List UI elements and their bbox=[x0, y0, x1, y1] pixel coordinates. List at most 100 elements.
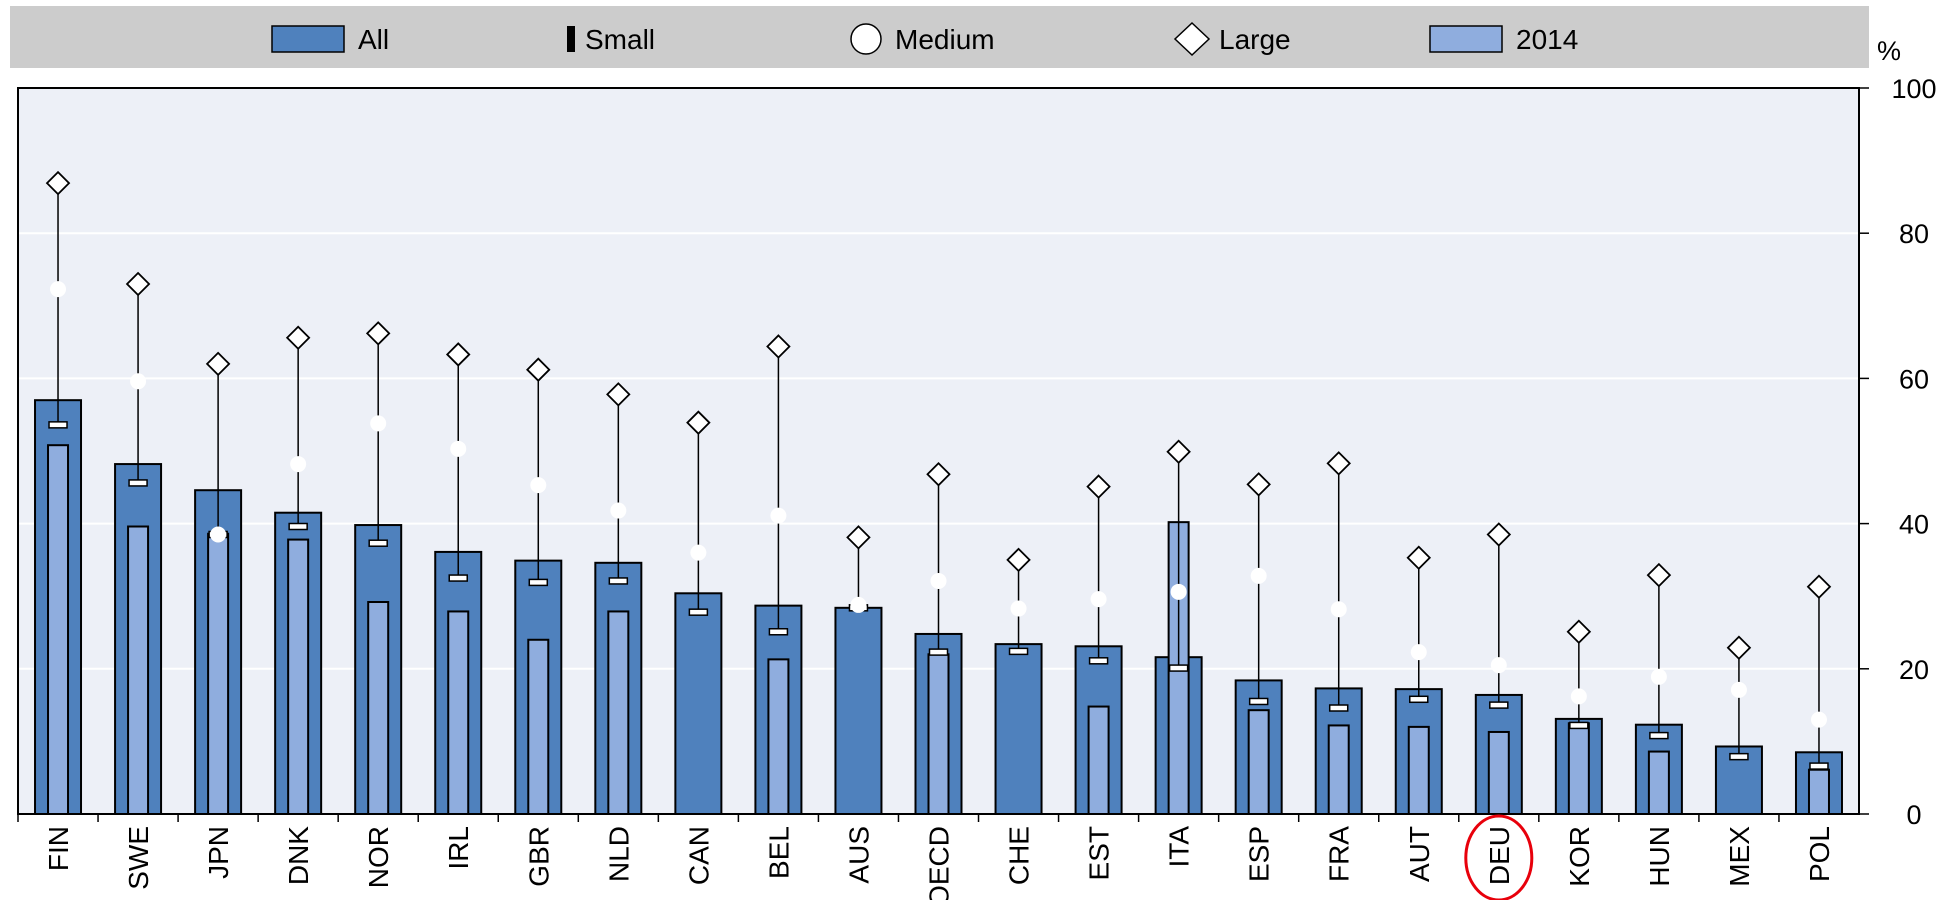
bar-2014 bbox=[927, 653, 950, 816]
bar-2014 bbox=[367, 601, 390, 815]
bar-2014 bbox=[607, 610, 630, 815]
legend-label: Medium bbox=[895, 24, 995, 55]
marker-small bbox=[1248, 697, 1269, 706]
x-tick-label: IRL bbox=[443, 826, 474, 870]
bars bbox=[34, 399, 1843, 816]
marker-large bbox=[526, 357, 551, 382]
x-tick-label: SWE bbox=[123, 826, 154, 890]
x-tick-label: AUT bbox=[1404, 826, 1435, 882]
x-tick-label: FIN bbox=[43, 826, 74, 871]
y-tick-label: 40 bbox=[1899, 510, 1929, 540]
x-tick-label: NOR bbox=[363, 826, 394, 888]
x-tick-label: ITA bbox=[1164, 826, 1195, 868]
bar-2014 bbox=[1407, 725, 1430, 816]
marker-medium bbox=[50, 281, 67, 298]
x-tick-label: CAN bbox=[683, 826, 714, 885]
marker-large bbox=[365, 321, 391, 346]
marker-medium bbox=[690, 544, 707, 561]
bar-2014 bbox=[1327, 724, 1350, 815]
marker-large bbox=[1646, 562, 1672, 588]
marker-small bbox=[1569, 721, 1589, 730]
legend-label: Small bbox=[585, 24, 655, 55]
bar-all bbox=[834, 606, 883, 815]
marker-small bbox=[608, 577, 629, 585]
marker-large bbox=[686, 410, 711, 435]
marker-small bbox=[1489, 701, 1509, 709]
x-tick-label: HUN bbox=[1644, 826, 1675, 887]
x-tick-label: CHE bbox=[1004, 826, 1035, 885]
bar-2014 bbox=[1807, 768, 1830, 815]
bar-2014 bbox=[767, 658, 790, 815]
marker-small bbox=[448, 574, 468, 582]
marker-medium bbox=[370, 415, 387, 432]
marker-large bbox=[205, 351, 231, 377]
bar-2014 bbox=[527, 638, 550, 816]
marker-large bbox=[766, 334, 791, 359]
axes bbox=[17, 87, 1860, 815]
marker-medium bbox=[930, 572, 947, 589]
legend: All Small Medium Large 2014 bbox=[271, 21, 1578, 57]
marker-medium bbox=[1650, 668, 1667, 685]
marker-small bbox=[1729, 752, 1749, 761]
bar-2014 bbox=[1487, 730, 1510, 815]
marker-large bbox=[1166, 439, 1191, 464]
marker-large bbox=[1726, 635, 1752, 661]
x-tick-label: ESP bbox=[1244, 826, 1275, 882]
marker-small bbox=[368, 539, 388, 547]
x-tick-label: NLD bbox=[603, 826, 634, 882]
marker-large bbox=[1486, 522, 1512, 547]
marker-large bbox=[125, 271, 151, 297]
marker-medium bbox=[1490, 657, 1507, 674]
marker-medium bbox=[1570, 688, 1587, 705]
x-tick-label: MEX bbox=[1724, 826, 1755, 887]
y-unit-label: % bbox=[1877, 36, 1901, 66]
x-tick-label: GBR bbox=[523, 826, 554, 887]
marker-medium bbox=[210, 526, 227, 543]
bar-2014 bbox=[287, 538, 310, 816]
marker-small bbox=[128, 479, 148, 487]
bar-2014 bbox=[207, 532, 230, 815]
marker-small bbox=[1088, 657, 1109, 665]
marker-small bbox=[528, 578, 549, 587]
marker-large bbox=[445, 342, 471, 367]
x-tick-label: DNK bbox=[283, 826, 314, 885]
legend-marker bbox=[567, 26, 575, 52]
marker-medium bbox=[450, 440, 467, 457]
y-tick-label: 20 bbox=[1899, 655, 1929, 685]
marker-medium bbox=[1170, 583, 1187, 600]
marker-medium bbox=[770, 507, 787, 524]
marker-medium bbox=[1810, 711, 1827, 728]
marker-small bbox=[1328, 704, 1349, 712]
x-tick-label: DEU bbox=[1484, 826, 1515, 885]
highlight-circle bbox=[1464, 814, 1534, 900]
bar-2014 bbox=[1567, 722, 1590, 815]
bar-2014 bbox=[47, 444, 70, 815]
x-axis-labels: FIN SWE JPN DNK NOR IRL GBR NLD CAN BEL AUS OECD CHE… bbox=[17, 814, 1835, 900]
marker-large bbox=[1006, 547, 1031, 573]
marker-medium bbox=[530, 477, 547, 494]
legend-marker bbox=[1173, 21, 1211, 57]
marker-medium bbox=[1330, 601, 1347, 618]
marker-large bbox=[285, 325, 311, 351]
marker-large bbox=[1246, 472, 1271, 497]
x-tick-label: EST bbox=[1084, 826, 1115, 880]
x-tick-label: AUS bbox=[843, 826, 874, 884]
legend-label: 2014 bbox=[1516, 24, 1578, 55]
bar-all bbox=[674, 592, 723, 816]
marker-small bbox=[288, 522, 308, 531]
bar-2014 bbox=[1647, 750, 1670, 816]
marker-medium bbox=[610, 502, 627, 519]
marker-large bbox=[45, 170, 71, 196]
marker-small bbox=[928, 648, 949, 656]
marker-small bbox=[1168, 664, 1189, 672]
marker-large bbox=[1566, 619, 1592, 645]
marker-small bbox=[1008, 647, 1029, 656]
legend-label: All bbox=[358, 24, 389, 55]
marker-small bbox=[1409, 695, 1429, 704]
bar-all bbox=[994, 643, 1043, 816]
bar-2014 bbox=[1247, 709, 1270, 816]
bar-2014 bbox=[1087, 705, 1110, 815]
legend-marker bbox=[850, 23, 882, 55]
x-tick-label: KOR bbox=[1564, 826, 1595, 887]
markers bbox=[45, 170, 1832, 770]
